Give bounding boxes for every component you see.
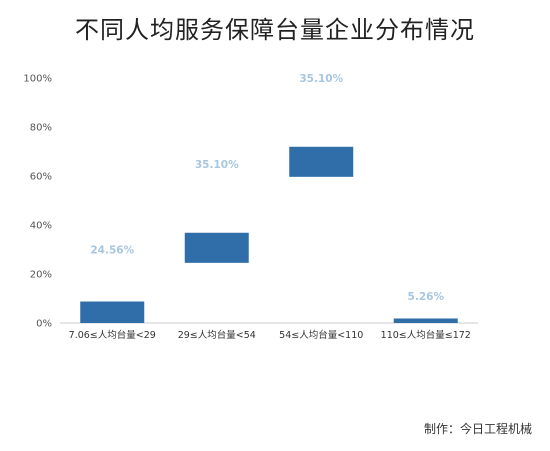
bar <box>289 146 354 177</box>
data-label: 5.26% <box>408 291 445 303</box>
data-label: 24.56% <box>90 245 134 257</box>
y-tick-label: 100% <box>23 74 52 85</box>
x-tick-label: 54≤人均台量<110 <box>279 329 363 341</box>
y-tick-label: 80% <box>30 123 52 134</box>
data-label: 35.10% <box>299 73 343 85</box>
chart-title: 不同人均服务保障台量企业分布情况 <box>75 16 475 44</box>
credit-text: 制作：今日工程机械 <box>423 422 532 436</box>
y-tick-label: 60% <box>30 172 52 183</box>
bar <box>184 232 249 263</box>
y-tick-label: 0% <box>36 319 52 330</box>
x-tick-label: 7.06≤人均台量<29 <box>69 329 156 341</box>
x-tick-label: 110≤人均台量≤172 <box>381 329 471 341</box>
bar <box>393 318 458 323</box>
y-tick-label: 20% <box>30 270 52 281</box>
bar <box>80 301 145 323</box>
x-tick-label: 29≤人均台量<54 <box>178 329 256 341</box>
data-label: 35.10% <box>195 159 239 171</box>
y-tick-label: 40% <box>30 221 52 232</box>
